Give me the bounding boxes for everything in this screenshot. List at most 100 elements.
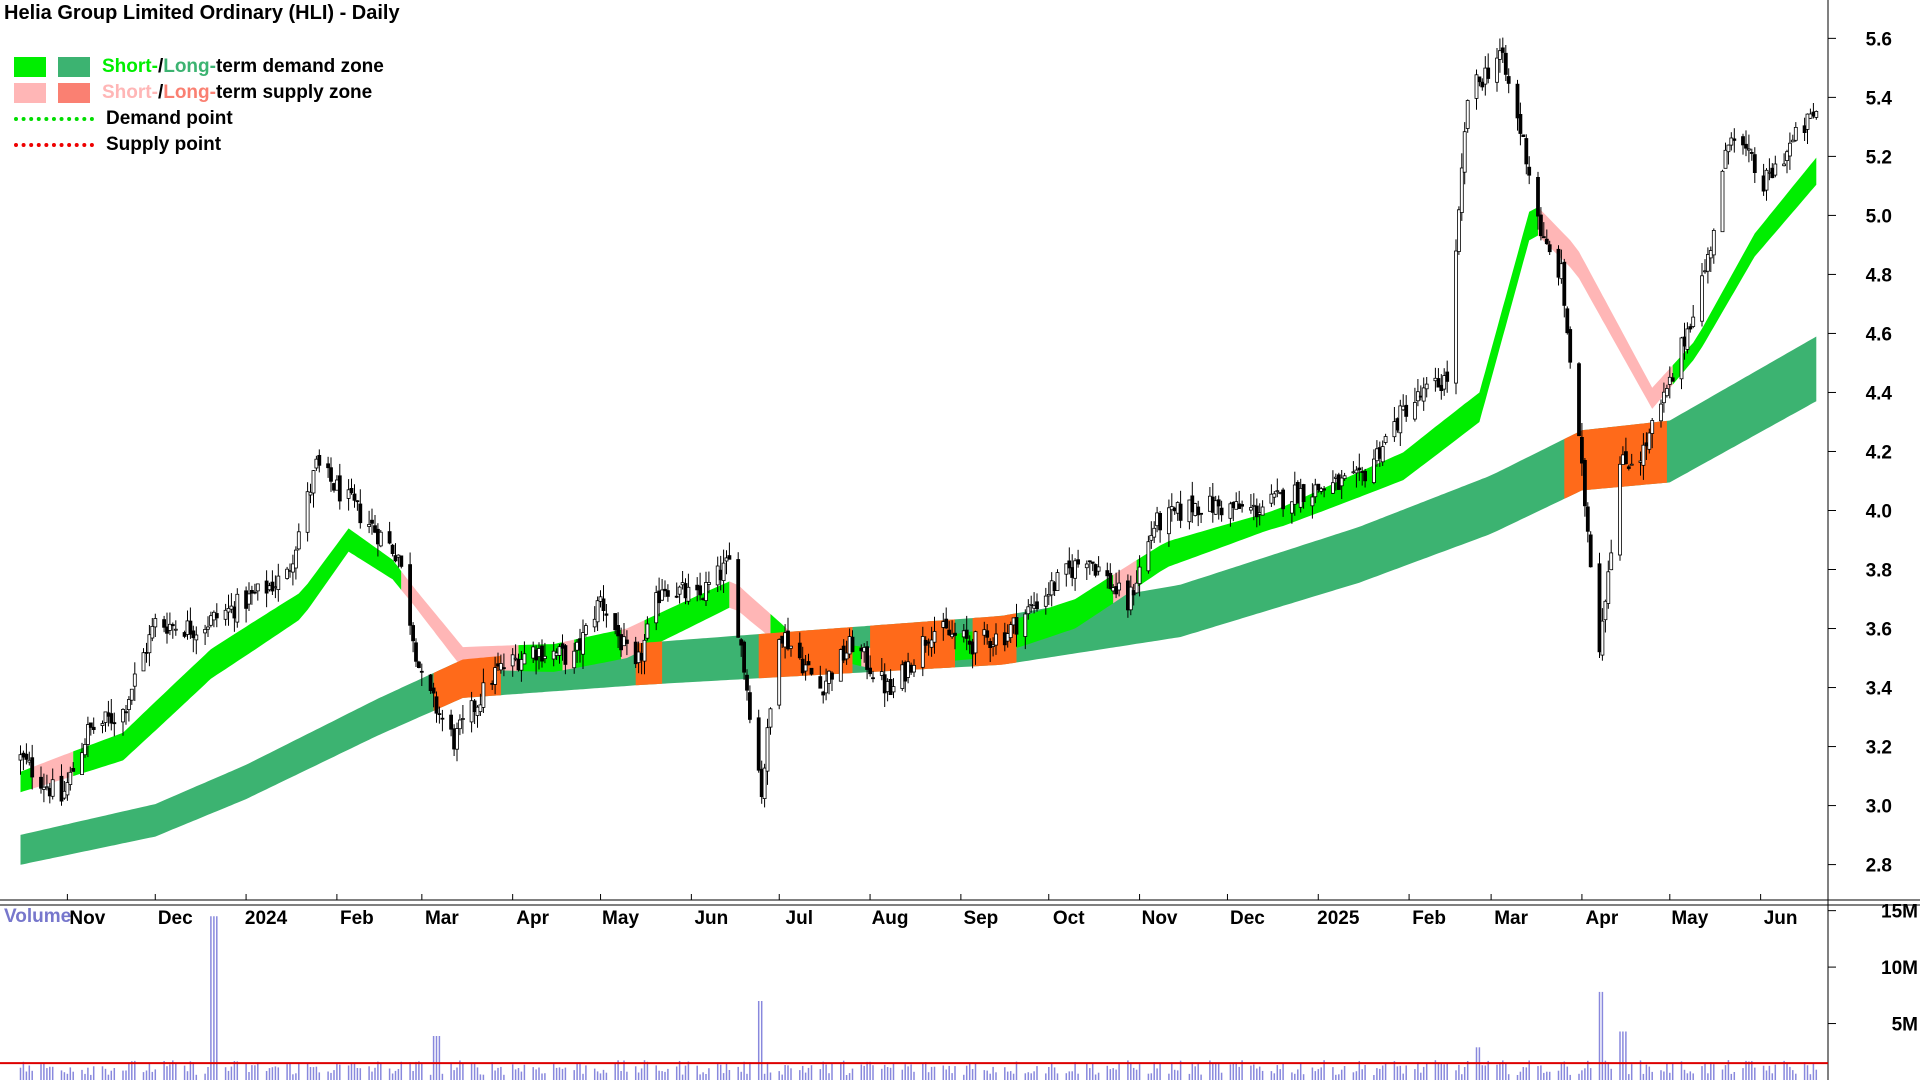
candle-body: [170, 624, 175, 627]
candle-body: [460, 718, 465, 720]
x-tick-label: Jul: [786, 908, 813, 929]
candle-body: [1445, 371, 1450, 382]
candle-body: [252, 591, 257, 594]
candle-body: [563, 645, 568, 665]
candle-body: [42, 786, 46, 790]
candle-body: [929, 639, 934, 648]
candle-body: [1105, 570, 1110, 577]
candle-body: [1711, 229, 1716, 256]
candle-body: [1503, 52, 1508, 75]
candle-body: [1404, 404, 1409, 417]
candle-body: [1275, 490, 1280, 493]
candle-body: [581, 632, 585, 655]
candle-body: [522, 653, 527, 665]
candle-body: [953, 632, 957, 636]
candle-body: [1043, 595, 1048, 607]
candle-body: [698, 585, 702, 596]
y-tick-label: 3.0: [1866, 797, 1892, 818]
candle-body: [786, 630, 790, 650]
candle-body: [173, 628, 178, 631]
candle-body: [1583, 459, 1587, 507]
candle-body: [821, 691, 826, 696]
candle-body: [1565, 308, 1570, 334]
candle-body: [818, 676, 823, 689]
candle-body: [1518, 114, 1523, 134]
candle-body: [1685, 328, 1690, 350]
candle-body: [1805, 113, 1810, 130]
candle-body: [1272, 493, 1277, 498]
candle-body: [206, 626, 210, 630]
candle-body: [1281, 489, 1285, 510]
candle-body: [1708, 250, 1713, 259]
candle-body: [616, 625, 620, 637]
candle-body: [1665, 388, 1669, 397]
candle-body: [249, 590, 254, 594]
candle-body: [625, 639, 629, 644]
chart-title: Helia Group Limited Ordinary (HLI) - Dai…: [4, 2, 400, 24]
candle-body: [1322, 488, 1326, 491]
candle-body: [1782, 163, 1786, 167]
candle-body: [604, 613, 609, 616]
candle-body: [326, 463, 331, 469]
candle-body: [748, 692, 752, 720]
candle-body: [1527, 166, 1532, 176]
x-tick-label: Nov: [69, 908, 105, 929]
candle-body: [293, 549, 298, 569]
candle-body: [868, 667, 872, 675]
candle-body: [1691, 316, 1696, 327]
candle-body: [519, 659, 524, 671]
candle-body: [1547, 244, 1552, 253]
candle-body: [1260, 506, 1265, 516]
candle-body: [109, 713, 114, 724]
candle-body: [613, 613, 618, 631]
candle-body: [255, 583, 260, 592]
candle-body: [431, 687, 436, 694]
candle-body: [112, 722, 117, 725]
candle-body: [985, 630, 990, 638]
candle-body: [1568, 329, 1573, 363]
candle-body: [1137, 566, 1142, 584]
candle-body: [885, 681, 890, 693]
candle-body: [636, 651, 641, 664]
candle-body: [121, 709, 125, 723]
candle-body: [162, 619, 167, 628]
candle-body: [1506, 76, 1511, 84]
y-tick-label: 4.8: [1866, 265, 1892, 286]
short-term-demand-zone: [644, 581, 730, 650]
x-tick-label: Oct: [1053, 908, 1085, 929]
candle-body: [1055, 572, 1060, 591]
candle-body: [45, 786, 49, 789]
candle-body: [1621, 454, 1625, 465]
supply-point-label: Supply point: [106, 134, 222, 155]
candle-body: [191, 630, 196, 639]
candle-body: [1199, 512, 1203, 515]
candle-body: [141, 652, 146, 672]
candle-body: [1158, 513, 1162, 531]
candle-body: [666, 590, 670, 597]
candle-body: [387, 531, 392, 544]
candle-body: [557, 646, 562, 656]
candle-body: [188, 620, 193, 635]
candle-body: [994, 633, 998, 646]
candle-body: [1128, 586, 1133, 611]
candle-body: [1413, 402, 1417, 420]
candle-body: [988, 641, 993, 649]
candle-body: [1597, 563, 1602, 653]
candle-body: [920, 636, 925, 668]
x-tick-label: Apr: [1586, 908, 1619, 929]
candle-body: [472, 700, 477, 713]
candle-body: [296, 531, 301, 550]
candle-body: [1442, 375, 1447, 390]
candle-body: [1401, 405, 1406, 411]
supply-overlap-zone: [635, 641, 663, 686]
candle-body: [1706, 254, 1710, 272]
y-tick-label: 3.4: [1866, 679, 1893, 700]
candle-body: [1524, 138, 1529, 165]
candle-body: [124, 711, 128, 714]
candle-body: [1585, 506, 1590, 532]
candle-body: [1462, 131, 1467, 173]
candle-body: [674, 595, 679, 598]
candle-body: [1744, 143, 1748, 149]
candle-body: [478, 704, 483, 713]
candle-body: [1363, 470, 1367, 482]
